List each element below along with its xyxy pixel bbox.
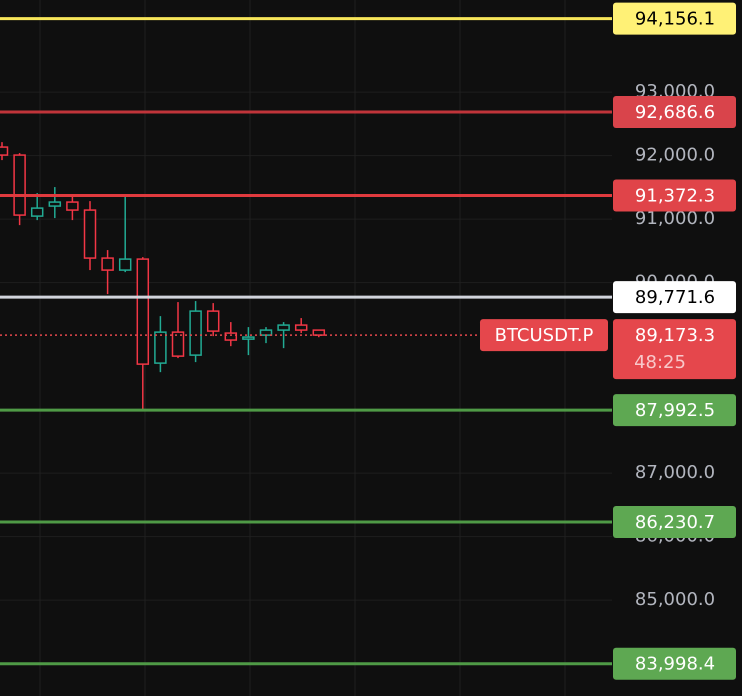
- price-label-box: [613, 647, 736, 680]
- y-tick-label: 91,000.0: [635, 208, 715, 229]
- countdown: 48:25: [634, 352, 686, 373]
- y-tick-label: 87,000.0: [635, 462, 715, 483]
- candle-body: [48, 201, 62, 207]
- candle-body: [171, 331, 185, 357]
- current-price-box: [613, 319, 736, 380]
- candle-body: [242, 336, 255, 340]
- y-tick-label: 85,000.0: [635, 589, 715, 610]
- candle-body: [154, 331, 167, 364]
- price-label-box: [613, 2, 736, 35]
- symbol-tag-box: [480, 319, 608, 352]
- candle-body: [118, 258, 132, 271]
- candle-body: [0, 146, 9, 156]
- symbol-tag: BTCUSDT.P: [495, 325, 594, 346]
- price-label: 87,992.5: [635, 400, 715, 421]
- price-label: 89,771.6: [635, 287, 715, 308]
- price-label-box: [613, 179, 736, 212]
- price-label: 91,372.3: [635, 185, 715, 206]
- price-label-box: [613, 394, 736, 427]
- price-label-box: [613, 505, 736, 538]
- price-label: 83,998.4: [635, 654, 715, 675]
- price-label: 86,230.7: [635, 512, 715, 533]
- candle-body: [277, 324, 290, 331]
- price-label-box: [613, 95, 736, 128]
- candle-body: [294, 324, 308, 331]
- candle-body: [83, 209, 97, 259]
- candle-body: [189, 310, 202, 356]
- candle-body: [66, 201, 79, 211]
- candle-body: [206, 310, 220, 332]
- candle-body: [136, 258, 150, 365]
- price-label: 94,156.1: [635, 9, 715, 30]
- candle-body: [30, 207, 44, 217]
- price-label-box: [613, 281, 736, 314]
- y-tick-label: 92,000.0: [635, 145, 715, 166]
- candle-body: [13, 154, 26, 216]
- candle-body: [101, 257, 114, 271]
- price-label: 92,686.6: [635, 102, 715, 123]
- candle-body: [224, 332, 238, 341]
- candle-body: [312, 329, 326, 336]
- current-price-label: 89,173.3: [635, 325, 715, 346]
